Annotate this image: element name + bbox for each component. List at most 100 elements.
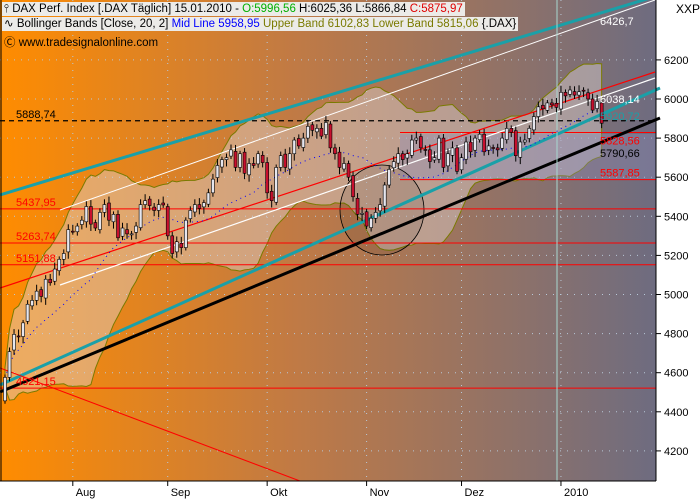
- candle-body: [391, 161, 396, 169]
- candle: [532, 112, 536, 135]
- candle: [125, 223, 129, 239]
- candle-body: [522, 139, 527, 143]
- candle: [165, 203, 170, 240]
- candle-body: [509, 128, 514, 133]
- candle: [473, 135, 477, 158]
- candle-body: [387, 169, 392, 186]
- candle-body: [188, 210, 193, 219]
- candle-body: [256, 153, 260, 165]
- copyright-url[interactable]: www.tradesignalonline.com: [18, 37, 159, 49]
- candle: [3, 374, 7, 404]
- y-tick-label: 4800: [664, 329, 688, 341]
- level-label: 5587,85: [600, 168, 640, 180]
- candle: [391, 156, 396, 172]
- candle: [527, 125, 532, 143]
- candle: [486, 139, 491, 156]
- y-tick-label: 5800: [664, 133, 688, 145]
- level-label: 5437,95: [16, 197, 56, 209]
- candle-body: [319, 128, 324, 137]
- candle: [116, 210, 120, 241]
- candle: [351, 171, 355, 202]
- candle-body: [577, 91, 581, 96]
- candle-body: [93, 222, 98, 229]
- candle-body: [278, 155, 283, 168]
- candle-body: [206, 192, 211, 205]
- candle-body: [211, 178, 215, 194]
- candle: [301, 132, 306, 152]
- candle: [184, 217, 188, 251]
- indicator-header: ∿ Bollinger Bands [Close, 20, 2] Mid Lin…: [2, 17, 519, 31]
- candle-body: [482, 133, 486, 153]
- candle-body: [75, 225, 80, 233]
- candle-body: [170, 235, 175, 254]
- candle: [242, 148, 247, 180]
- indicator-symbol: {.DAX}: [481, 18, 517, 30]
- candle: [518, 136, 523, 165]
- candle: [39, 286, 43, 303]
- support-trend-line: [0, 116, 661, 394]
- candle-body: [16, 335, 21, 338]
- x-tick-label: Sep: [171, 487, 191, 499]
- open-value: O:5996,56: [242, 3, 296, 15]
- candle: [441, 133, 446, 173]
- candle: [491, 144, 495, 154]
- candle-body: [351, 175, 355, 198]
- candle: [34, 284, 39, 306]
- candle-body: [84, 206, 89, 223]
- candle: [206, 188, 211, 208]
- candle-body: [39, 289, 43, 297]
- candle: [378, 198, 382, 217]
- candle-body: [315, 128, 319, 133]
- candle-body: [48, 278, 53, 284]
- candle: [256, 150, 260, 168]
- candle: [513, 126, 518, 162]
- level-label: 4521,15: [16, 376, 56, 388]
- candle: [156, 199, 161, 218]
- candle-body: [233, 151, 238, 168]
- indicator-title: Bollinger Bands [Close, 20, 2]: [16, 18, 169, 30]
- candle: [52, 262, 57, 286]
- candle: [170, 231, 175, 259]
- candle: [211, 173, 215, 197]
- candle: [400, 150, 405, 166]
- candle-body: [328, 123, 333, 149]
- candle: [224, 153, 229, 167]
- candle-body: [12, 334, 16, 351]
- copyright: Ⓒ www.tradesignalonline.com: [4, 34, 158, 50]
- candle: [30, 295, 34, 310]
- candle-body: [265, 162, 269, 194]
- candle-body: [269, 190, 274, 201]
- candle: [590, 93, 595, 114]
- candle-body: [247, 163, 251, 176]
- candle: [238, 150, 242, 173]
- candle-body: [161, 202, 165, 206]
- candle-body: [360, 213, 364, 215]
- candle: [283, 148, 288, 173]
- instrument-title: DAX Perf. Index [.DAX Täglich] 15.01.201…: [12, 3, 243, 15]
- candle-body: [156, 204, 161, 211]
- candle: [107, 196, 111, 227]
- candle-body: [111, 214, 116, 223]
- candle-body: [446, 153, 450, 167]
- candle-body: [527, 128, 532, 139]
- candle: [550, 98, 554, 109]
- candle-body: [61, 253, 66, 260]
- candle-body: [202, 202, 206, 208]
- candle: [16, 329, 21, 343]
- x-tick-label: 2010: [564, 487, 588, 499]
- candle: [545, 99, 550, 114]
- candle: [93, 219, 98, 231]
- candle-body: [532, 116, 536, 131]
- candle-body: [143, 200, 147, 205]
- white-upper-line: [59, 0, 656, 211]
- candle: [382, 182, 387, 213]
- candle: [364, 208, 369, 230]
- candle: [428, 144, 432, 169]
- candle-body: [7, 351, 12, 378]
- candle: [7, 347, 12, 382]
- trend-line-label: 5920,72: [600, 111, 640, 123]
- candle: [61, 249, 66, 266]
- candle: [220, 156, 224, 173]
- level-label: 5151,88: [16, 253, 56, 265]
